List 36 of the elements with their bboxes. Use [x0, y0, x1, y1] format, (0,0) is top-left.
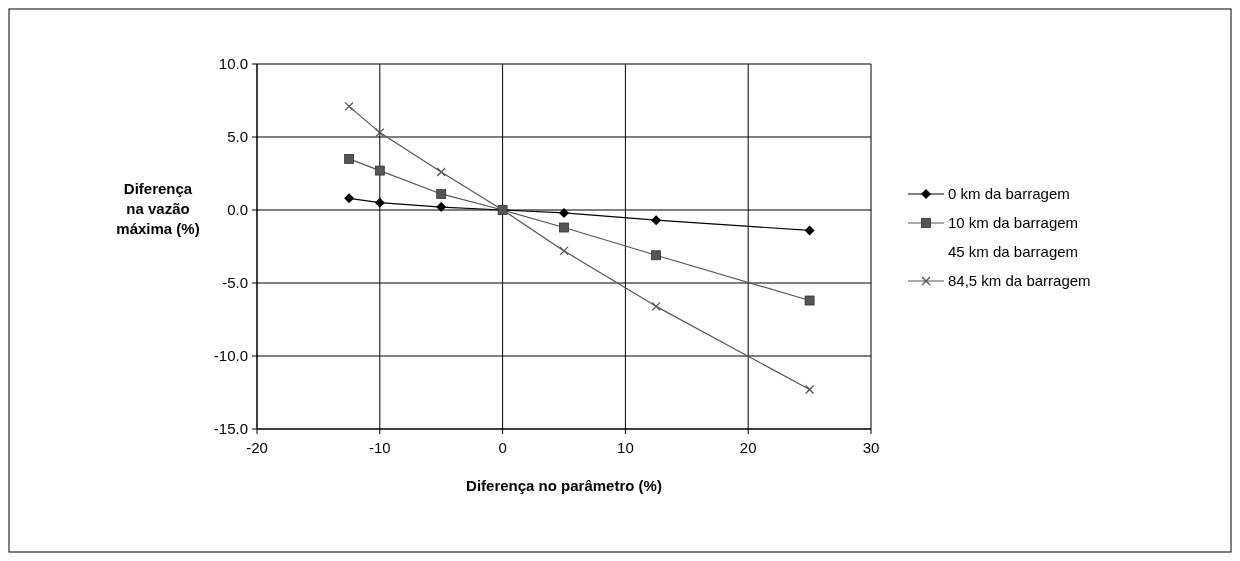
y-tick-label: -15.0 — [213, 420, 248, 437]
point — [804, 295, 815, 306]
y-axis-title: Diferença na vazão máxima (%) — [116, 180, 200, 237]
point — [344, 154, 354, 164]
point — [559, 222, 569, 233]
y-tick-label: -10.0 — [213, 347, 248, 364]
y-tick-label: 5.0 — [227, 128, 248, 145]
point — [374, 197, 385, 208]
point — [374, 165, 385, 176]
x-tick-label: -10 — [368, 439, 391, 456]
x-tick-label: 30 — [862, 439, 880, 456]
point — [651, 301, 661, 312]
point — [436, 167, 446, 177]
x-tick-label: 10 — [617, 439, 634, 456]
point — [436, 202, 447, 213]
point — [651, 250, 661, 261]
point — [804, 384, 815, 395]
x-axis-title: Diferença no parâmetro (%) — [466, 477, 662, 494]
point — [804, 225, 815, 236]
legend-label: 84,5 km da barragem — [948, 272, 1091, 289]
point — [344, 193, 355, 204]
legend-label: 0 km da barragem — [948, 185, 1070, 202]
point — [344, 101, 354, 111]
y-tick-label: -5.0 — [222, 274, 248, 291]
x-tick-label: 0 — [498, 439, 507, 456]
point — [559, 246, 569, 256]
point — [436, 189, 447, 199]
text: 45 km da barragem — [948, 243, 1079, 260]
point — [375, 127, 385, 138]
x-tick-label: -20 — [246, 439, 268, 456]
x-tick-label: 20 — [739, 439, 757, 456]
point — [651, 215, 662, 226]
legend-label: 10 km da barragem — [948, 214, 1079, 231]
y-tick-label: 0.0 — [227, 201, 248, 218]
point — [559, 207, 569, 218]
y-tick-label: 10.0 — [218, 55, 248, 72]
